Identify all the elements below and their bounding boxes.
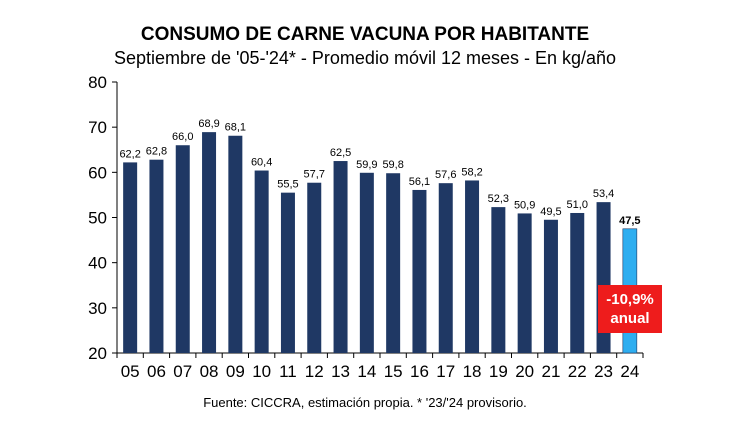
bar-06	[149, 159, 164, 353]
data-label-19: 52,3	[488, 193, 509, 205]
x-tick-label-10: 10	[252, 362, 271, 381]
data-label-10: 60,4	[251, 157, 272, 169]
data-label-21: 49,5	[540, 206, 561, 218]
data-labels: 62,2 62,8 66,0 68,9 68,1 60,4 55,5 57,7 62,5 59,9…	[119, 118, 640, 227]
bar-14	[359, 172, 374, 353]
x-tick-label-18: 18	[463, 362, 482, 381]
chart-title: CONSUMO DE CARNE VACUNA POR HABITANTE	[140, 24, 590, 45]
data-label-17: 57,6	[435, 169, 456, 181]
y-axis: 20 30 40 50 60 70 80	[88, 73, 118, 363]
bar-15	[386, 173, 401, 353]
bar-05	[123, 162, 138, 353]
bar-08	[202, 132, 217, 353]
y-tick-label: 60	[88, 163, 107, 182]
data-label-14: 59,9	[356, 159, 377, 171]
bar-18	[465, 180, 480, 353]
bar-10	[254, 170, 269, 353]
x-tick-label-19: 19	[489, 362, 508, 381]
data-label-24: 47,5	[619, 215, 640, 227]
x-tick-label-17: 17	[436, 362, 455, 381]
bar-20	[517, 213, 532, 353]
y-tick-label: 70	[88, 118, 107, 137]
y-tick-label: 30	[88, 299, 107, 318]
chart-footnote: Fuente: CICCRA, estimación propia. * '23…	[203, 395, 527, 410]
annual-change-value: -10,9%	[606, 291, 654, 308]
bar-16	[412, 189, 427, 353]
data-label-09: 68,1	[225, 122, 246, 134]
bar-07	[175, 145, 190, 353]
x-tick-label-12: 12	[305, 362, 324, 381]
annual-change-badge: -10,9% anual	[598, 285, 662, 333]
x-tick-label-11: 11	[279, 362, 297, 381]
x-tick-label-06: 06	[147, 362, 166, 381]
data-label-18: 58,2	[461, 166, 482, 178]
data-label-20: 50,9	[514, 199, 535, 211]
y-tick-label: 80	[88, 73, 107, 92]
data-label-23: 53,4	[593, 188, 614, 200]
data-label-08: 68,9	[198, 118, 219, 130]
y-tick-label: 40	[88, 254, 107, 273]
bars	[123, 132, 638, 354]
bar-12	[307, 182, 322, 353]
data-label-05: 62,2	[119, 148, 140, 160]
x-tick-label-09: 09	[226, 362, 245, 381]
x-tick-label-05: 05	[121, 362, 140, 381]
x-tick-label-14: 14	[357, 362, 376, 381]
bar-17	[438, 183, 453, 353]
x-tick-label-13: 13	[331, 362, 350, 381]
bar-19	[491, 207, 506, 353]
data-label-15: 59,8	[382, 159, 403, 171]
x-tick-label-22: 22	[568, 362, 587, 381]
data-label-07: 66,0	[172, 131, 193, 143]
x-tick-label-16: 16	[410, 362, 429, 381]
x-tick-label-07: 07	[173, 362, 192, 381]
x-tick-label-23: 23	[594, 362, 613, 381]
bar-21	[543, 219, 558, 353]
annual-change-label: anual	[610, 310, 650, 327]
x-axis: 05 06 07 08 09 10 11 12 13 14 15 16 17 18 19 20 21 22 23 24	[116, 352, 644, 381]
y-tick-label: 20	[88, 344, 107, 363]
x-tick-label-24: 24	[620, 362, 639, 381]
bar-11	[280, 192, 295, 353]
data-label-13: 62,5	[330, 147, 351, 159]
x-tick-label-15: 15	[384, 362, 403, 381]
data-label-16: 56,1	[409, 176, 430, 188]
y-tick-label: 50	[88, 209, 107, 228]
data-label-12: 57,7	[304, 169, 325, 181]
bar-22	[570, 212, 585, 353]
x-tick-label-08: 08	[200, 362, 219, 381]
data-label-06: 62,8	[146, 146, 167, 158]
bar-09	[228, 135, 243, 353]
bar-13	[333, 161, 348, 353]
data-label-11: 55,5	[277, 179, 298, 191]
x-tick-label-20: 20	[515, 362, 534, 381]
x-tick-label-21: 21	[541, 362, 560, 381]
data-label-22: 51,0	[567, 199, 588, 211]
chart-subtitle: Septiembre de '05-'24* - Promedio móvil …	[113, 48, 617, 68]
